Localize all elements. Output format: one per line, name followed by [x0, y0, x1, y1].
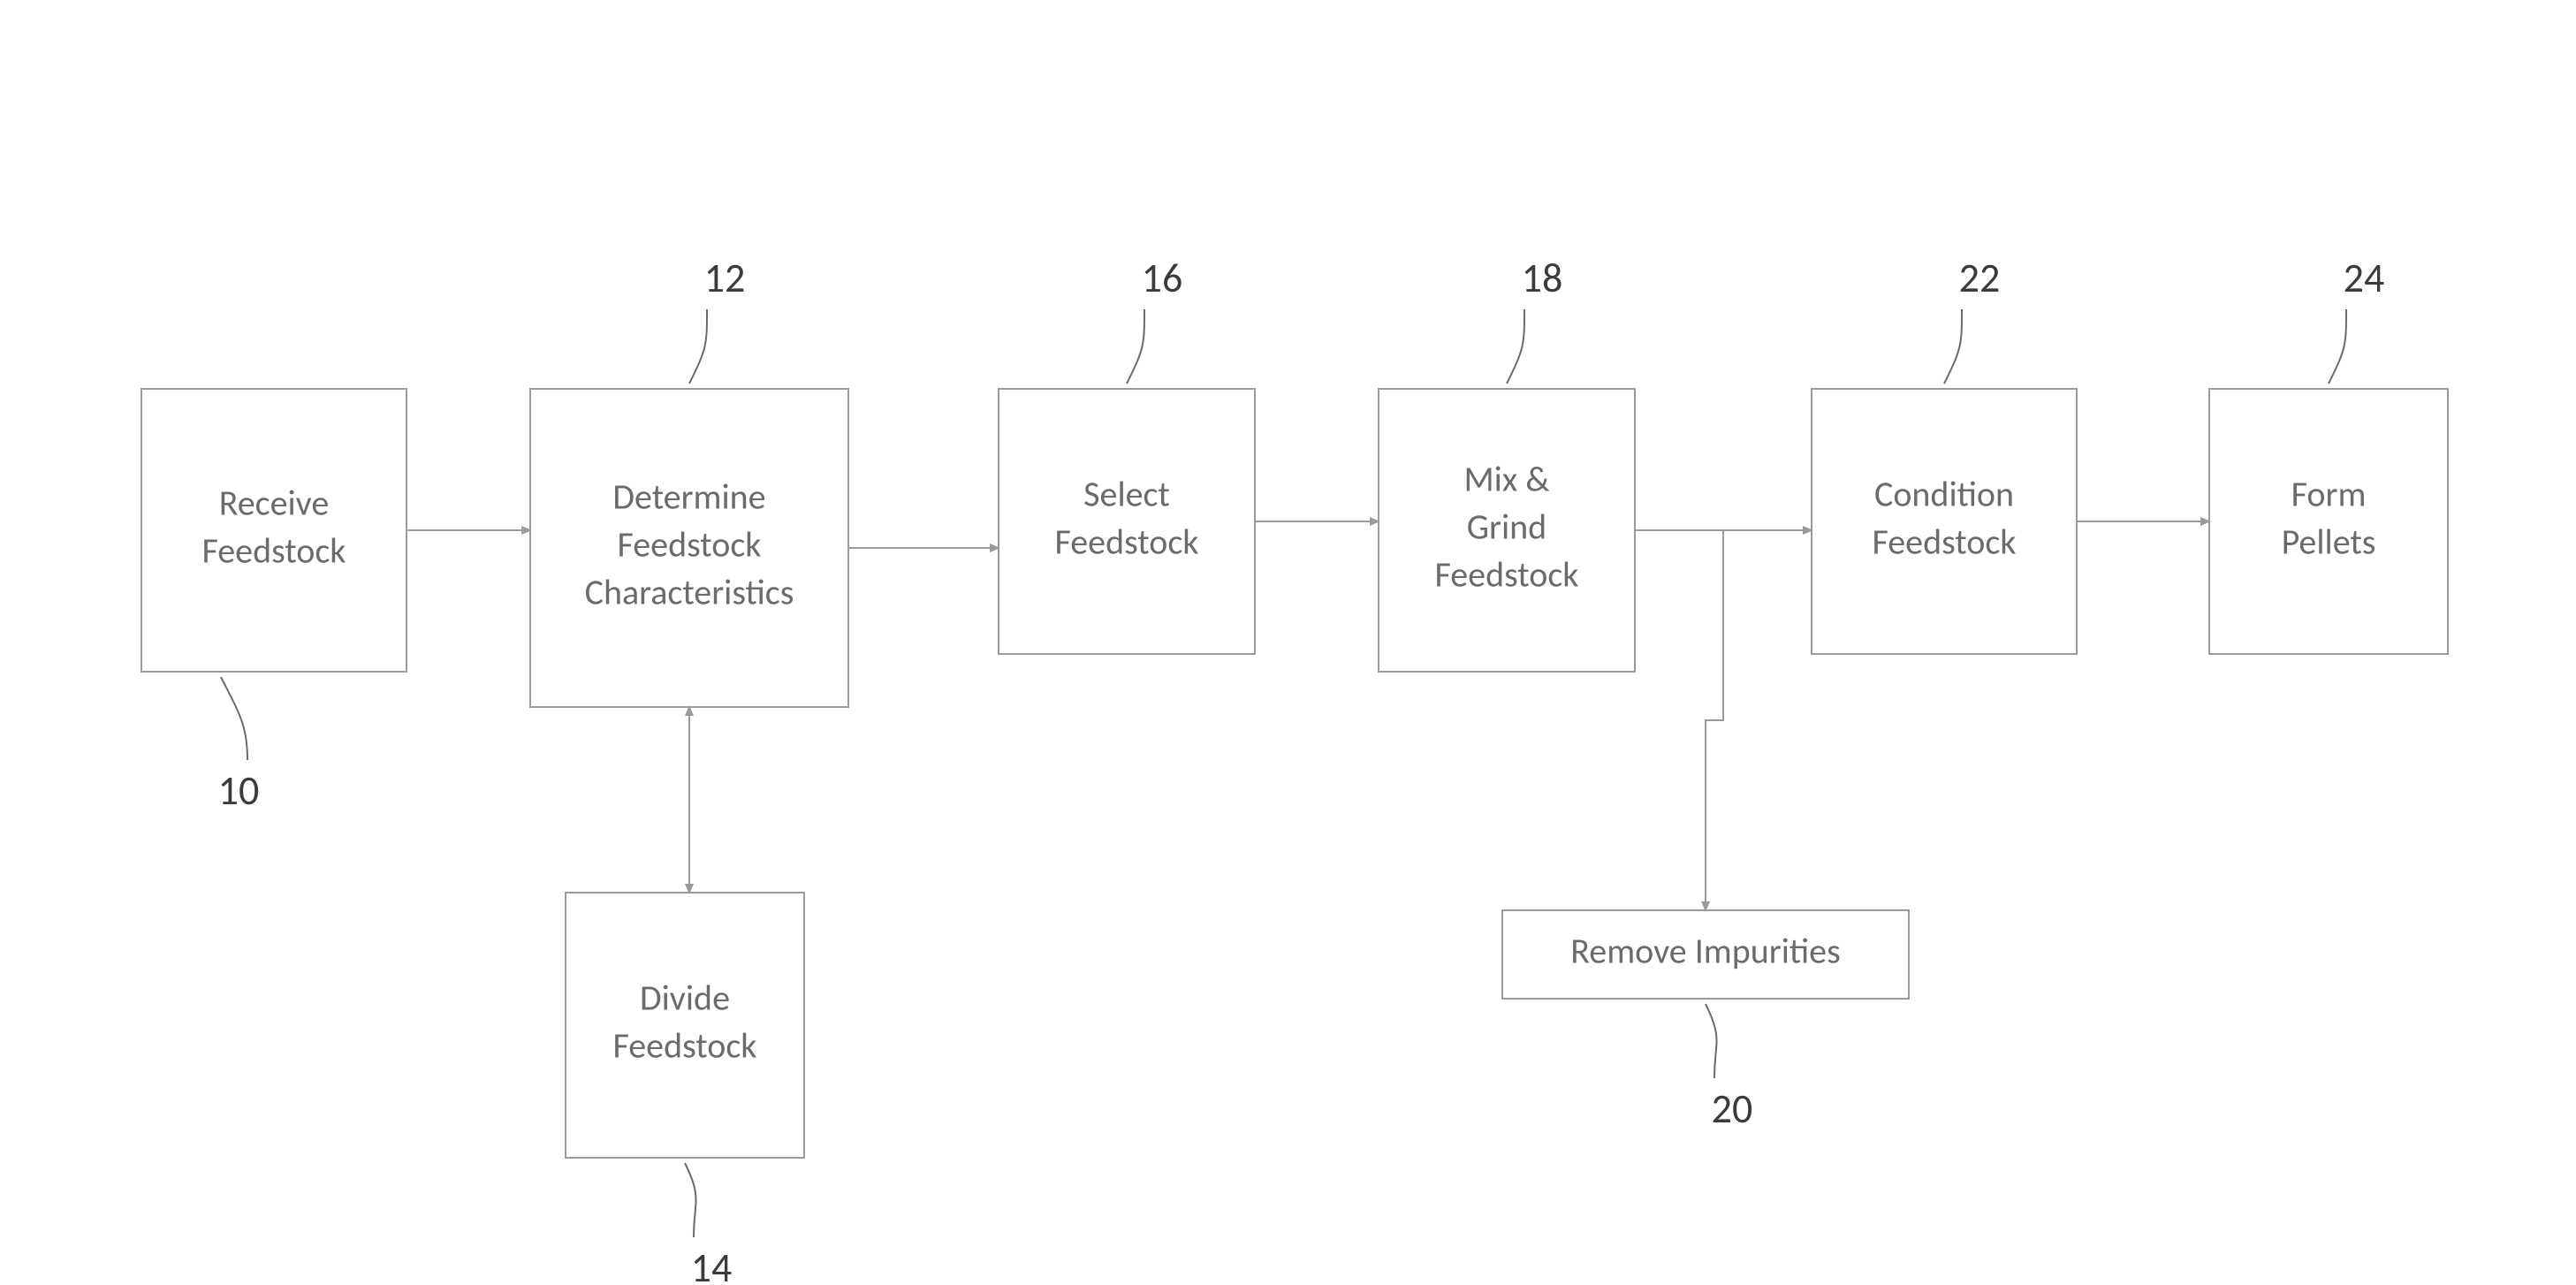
- node-label: Receive: [219, 482, 330, 525]
- node-label: Feedstock: [201, 529, 346, 573]
- node-n22: Condition Feedstock 22: [1812, 254, 2077, 654]
- flowchart-svg: ReceiveFeedstock10DetermineFeedstockChar…: [0, 0, 2576, 1285]
- node-label: Select: [1083, 473, 1170, 516]
- node-n18: Mix & GrindFeedstock 18: [1379, 254, 1635, 672]
- node-label: Feedstock: [1054, 521, 1198, 564]
- ref-leader: [1127, 309, 1144, 384]
- ref-leader: [2329, 309, 2346, 384]
- ref-number: 12: [704, 254, 746, 303]
- node-n14: DivideFeedstock 14: [566, 893, 804, 1285]
- ref-leader: [689, 309, 707, 384]
- node-label: Determine: [612, 475, 765, 519]
- node-label: Grind: [1467, 506, 1546, 549]
- ref-leader: [221, 677, 247, 760]
- node-label: Feedstock: [612, 1024, 756, 1068]
- node-label: Feedstock: [617, 523, 761, 566]
- node-n10: ReceiveFeedstock 10: [141, 389, 407, 816]
- node-label: Form: [2291, 473, 2367, 516]
- node-label: Remove Impurities: [1570, 930, 1840, 973]
- node-label: Mix &: [1463, 458, 1550, 501]
- ref-leader: [1706, 1004, 1717, 1078]
- ref-number: 24: [2344, 254, 2385, 303]
- node-n16: Select Feedstock 16: [999, 254, 1255, 654]
- ref-leader: [1944, 309, 1962, 384]
- ref-number: 14: [691, 1243, 733, 1285]
- node-n24: Form Pellets 24: [2209, 254, 2448, 654]
- node-label: Pellets: [2282, 521, 2376, 564]
- node-label: Feedstock: [1434, 553, 1578, 597]
- ref-number: 20: [1712, 1084, 1753, 1134]
- flowchart-root: ReceiveFeedstock10DetermineFeedstockChar…: [0, 0, 2576, 1285]
- ref-leader: [685, 1163, 696, 1237]
- ref-number: 16: [1142, 254, 1183, 303]
- node-label: Characteristics: [585, 571, 794, 614]
- ref-number: 18: [1522, 254, 1563, 303]
- node-label: Condition: [1874, 473, 2014, 516]
- node-label: Feedstock: [1872, 521, 2016, 564]
- ref-number: 10: [218, 766, 260, 816]
- ref-number: 22: [1959, 254, 2001, 303]
- edge-branch-n18-n20: [1706, 530, 1723, 910]
- node-n20: Remove Impurities 20: [1502, 910, 1909, 1134]
- node-label: Divide: [640, 977, 730, 1020]
- node-n12: DetermineFeedstock Characteristics 12: [530, 254, 848, 707]
- ref-leader: [1507, 309, 1524, 384]
